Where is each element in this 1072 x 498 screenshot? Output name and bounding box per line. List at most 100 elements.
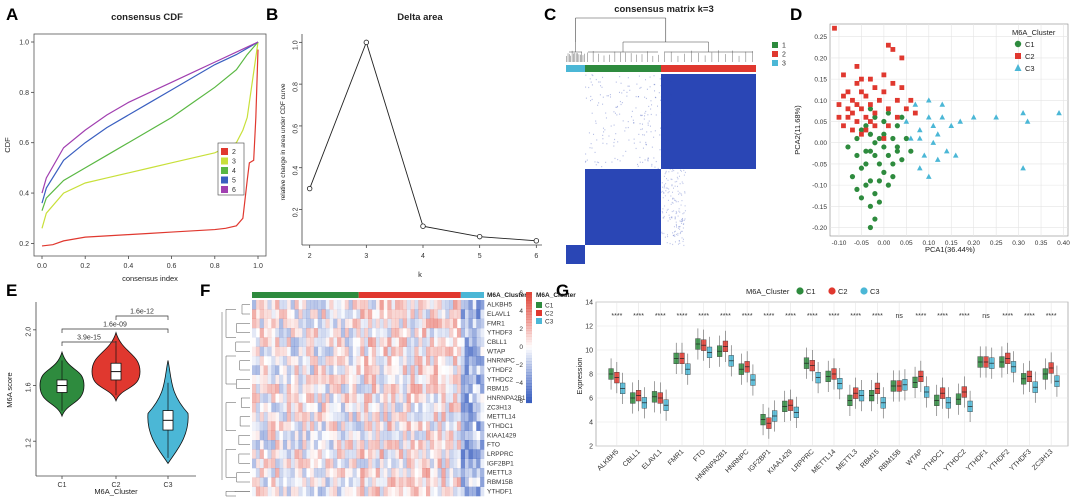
panel-d-point-c2 (854, 102, 860, 107)
panel-f-heat-cell (302, 412, 307, 422)
panel-f-heat-cell (352, 384, 357, 394)
panel-c-speckle (670, 114, 672, 116)
panel-f-heat-cell (344, 458, 349, 469)
panel-c-speckle (679, 225, 681, 228)
panel-f-heat-cell (260, 403, 264, 413)
panel-c-speckle (663, 160, 665, 162)
panel-c-speckle (586, 159, 588, 161)
panel-d-point-c1 (872, 140, 878, 146)
panel-f-heat-cell (344, 412, 349, 422)
panel-f-heat-cell (314, 431, 318, 441)
panel-f-heat-cell (267, 337, 272, 347)
panel-b-xtick-label: 4 (421, 253, 425, 260)
panel-d-point-c2 (859, 106, 864, 112)
panel-f-heat-cell (252, 393, 257, 403)
panel-f-heat-cell (375, 468, 380, 478)
panel-c-speckle (680, 193, 682, 195)
panel-f-heat-cell (418, 356, 423, 366)
panel-f-gene-label: FMR1 (487, 320, 505, 327)
panel-f-heat-cell (371, 356, 377, 366)
panel-f-heat-cell (364, 328, 369, 338)
panel-f-gene-label: LRPPRC (487, 451, 514, 458)
panel-f-gene-label: KIAA1429 (487, 432, 517, 439)
panel-f-heat-cell (460, 468, 465, 478)
panel-b-point (363, 39, 370, 46)
panel-f-heat-cell (352, 458, 357, 469)
panel-c-speckle (657, 167, 659, 170)
panel-c-speckle (647, 158, 649, 160)
panel-f-heat-cell (437, 384, 442, 394)
panel-c-speckle (649, 86, 651, 88)
panel-f-heat-cell (375, 449, 380, 459)
panel-c-speckle (678, 193, 680, 195)
panel-f-heat-cell (290, 449, 295, 459)
panel-f-heat-cell (422, 346, 427, 357)
panel-f-heat-cell (306, 430, 311, 441)
panel-f-gene-label: IGF2BP1 (487, 460, 514, 467)
panel-c-speckle (684, 205, 686, 207)
panel-f-heat-cell (333, 402, 338, 413)
panel-f-heat-cell (294, 328, 299, 338)
panel-d-point-c1 (885, 152, 891, 159)
panel-f-heat-cell (252, 346, 257, 357)
panel-f-heat-cell (456, 430, 462, 441)
panel-c-speckle (662, 117, 664, 119)
panel-f-heat-cell (267, 393, 272, 403)
panel-f-heat-cell (267, 440, 272, 450)
panel-d-legend-marker (1014, 64, 1022, 71)
panel-f-heat-cell (298, 365, 303, 375)
panel-f-heat-cell (340, 309, 346, 319)
panel-g-legend-label: C2 (838, 287, 848, 296)
panel-g-significance: **** (829, 313, 840, 320)
panel-f-heat-cell (480, 458, 485, 469)
panel-f-heat-cell (337, 449, 342, 459)
panel-a-legend-swatch (221, 176, 228, 184)
panel-f-heat-cell (252, 365, 257, 375)
panel-g-gene-label: ALKBH5 (596, 448, 620, 472)
panel-c-speckle (645, 110, 647, 113)
panel-f-heat-cell (379, 449, 384, 459)
panel-f-heat-cell (325, 374, 330, 385)
panel-c-speckle (616, 106, 618, 108)
panel-f-heat-cell (371, 374, 377, 385)
panel-f-heat-cell (480, 318, 485, 329)
panel-f-heat-cell (259, 356, 264, 366)
panel-f-heat-cell (453, 468, 458, 478)
panel-f-heat-cell (395, 309, 400, 319)
panel-f-heat-cell (391, 412, 396, 422)
panel-c-speckle (649, 76, 651, 78)
panel-f-heat-cell (271, 365, 276, 375)
panel-f-heat-cell (472, 328, 477, 338)
panel-f-heat-cell (263, 328, 268, 338)
panel-c-speckle (662, 79, 664, 81)
panel-f-heat-cell (348, 328, 353, 338)
panel-f-heat-cell (298, 449, 303, 459)
panel-a-xtick-label: 0.6 (167, 263, 177, 270)
panel-f-heat-cell (340, 440, 346, 450)
panel-g-gene-label: YTHDF1 (965, 448, 989, 472)
panel-f-heat-cell (329, 440, 334, 450)
panel-f-heat-cell (433, 309, 438, 319)
panel-f-heat-cell (294, 458, 299, 469)
panel-f-heat-cell (344, 318, 349, 329)
panel-f-scale-step (526, 300, 532, 304)
panel-d-ytick-label: 0.25 (814, 34, 827, 41)
panel-f-heat-cell (290, 440, 295, 450)
panel-f-legend-swatch (536, 302, 542, 308)
panel-f-heat-cell (406, 393, 411, 403)
panel-d-ytick-label: -0.10 (812, 183, 827, 190)
panel-f-heat-cell (406, 412, 411, 422)
panel-f-heat-cell (302, 365, 307, 375)
panel-f-heat-cell (395, 477, 400, 487)
panel-f-heat-cell (395, 337, 400, 347)
panel-f-heat-cell (460, 346, 465, 357)
panel-f-heat-cell (282, 430, 288, 441)
panel-f-scale-step (526, 325, 532, 329)
panel-f-heat-cell (360, 300, 365, 310)
panel-f-heat-cell (468, 468, 473, 478)
panel-f-heat-cell (302, 356, 306, 366)
panel-c-speckle (667, 100, 669, 102)
panel-a-legend-label: 4 (232, 168, 236, 175)
panel-f-heat-cell (259, 430, 264, 441)
